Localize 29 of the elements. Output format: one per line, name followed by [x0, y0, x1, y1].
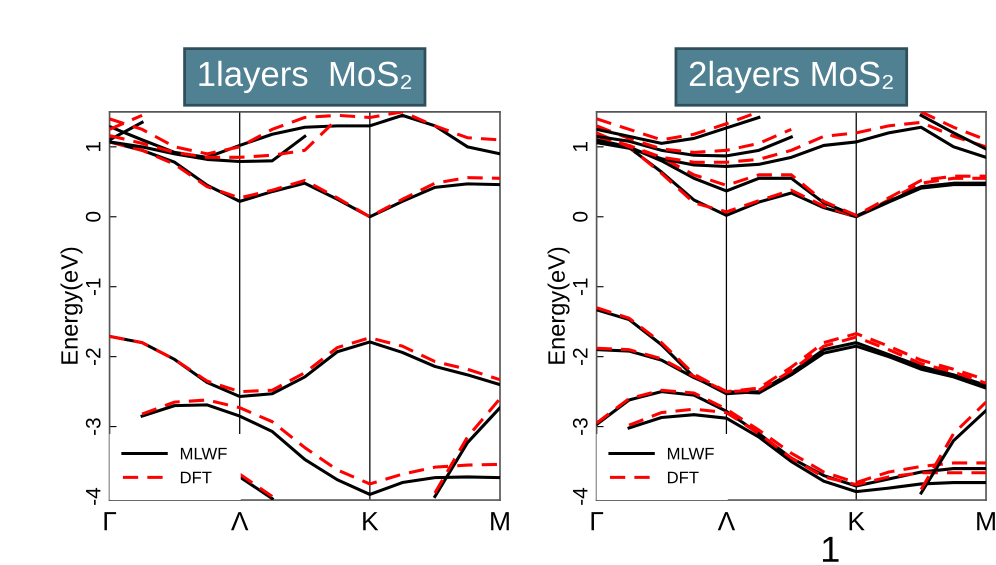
x-tick-label: Γ: [592, 512, 604, 530]
x-tick-label: K: [363, 512, 378, 530]
y-tick-label: -2: [572, 348, 588, 365]
x-tick-label: Γ: [104, 512, 116, 530]
y-tick-label: -1: [573, 278, 588, 296]
y-tick-label: -3: [572, 418, 588, 435]
y-tick-label: 0: [86, 212, 101, 222]
legend-label: DFT: [668, 472, 699, 484]
x-tick-label: Λ: [718, 512, 736, 530]
chart-title: 1layers MoS₂: [199, 60, 412, 94]
legend-label: MLWF: [180, 448, 227, 460]
chart-title: 2layers MoS₂: [690, 60, 893, 94]
y-tick-label: -4: [86, 488, 100, 505]
y-tick-label: 0: [572, 212, 588, 222]
x-tick-label: K: [850, 512, 865, 530]
y-tick-label: 1: [573, 142, 588, 152]
legend-label: DFT: [180, 472, 212, 484]
y-axis-title: Energy(eV): [60, 248, 82, 364]
x-tick-label: M: [491, 512, 509, 530]
y-tick-label: -1: [86, 278, 100, 296]
y-tick-label: -3: [86, 418, 101, 435]
y-tick-label: -2: [86, 348, 100, 365]
y-tick-label: 1: [86, 142, 100, 152]
text: 1: [822, 536, 839, 562]
y-tick-label: -4: [573, 488, 588, 505]
x-tick-label: M: [977, 512, 995, 530]
y-axis-title: Energy(eV): [548, 248, 570, 364]
x-tick-label: Λ: [231, 512, 248, 530]
legend-label: MLWF: [668, 448, 714, 460]
